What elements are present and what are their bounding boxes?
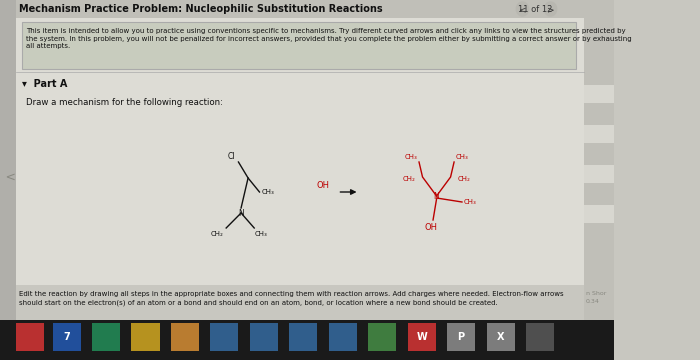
Text: CH₃: CH₃ xyxy=(463,199,477,205)
Bar xyxy=(584,0,614,320)
Text: P: P xyxy=(458,332,465,342)
Bar xyxy=(407,323,435,351)
Bar xyxy=(132,323,160,351)
Text: 11 of 12: 11 of 12 xyxy=(517,5,552,14)
Bar xyxy=(0,0,16,320)
Text: CH₃: CH₃ xyxy=(405,154,417,160)
Text: >: > xyxy=(3,168,13,181)
Text: CH₃: CH₃ xyxy=(261,189,274,195)
Text: OH: OH xyxy=(425,223,438,232)
Bar xyxy=(16,0,584,320)
Text: OH: OH xyxy=(316,180,329,189)
Bar xyxy=(584,205,614,223)
Circle shape xyxy=(517,2,528,16)
Text: ▾  Part A: ▾ Part A xyxy=(22,79,67,89)
Bar xyxy=(92,323,120,351)
Bar xyxy=(447,323,475,351)
Text: CH₂: CH₂ xyxy=(458,176,470,182)
Bar xyxy=(16,323,44,351)
Text: This item is intended to allow you to practice using conventions specific to mec: This item is intended to allow you to pr… xyxy=(27,28,626,34)
Bar xyxy=(250,323,278,351)
Text: CH₃: CH₃ xyxy=(456,154,468,160)
Text: 0.34: 0.34 xyxy=(586,299,599,304)
Bar xyxy=(584,125,614,143)
Bar xyxy=(52,323,80,351)
Text: Edit the reaction by drawing all steps in the appropriate boxes and connecting t: Edit the reaction by drawing all steps i… xyxy=(20,291,564,297)
Bar xyxy=(584,165,614,183)
Bar xyxy=(584,85,614,103)
Text: >: > xyxy=(547,5,554,14)
Bar xyxy=(171,323,199,351)
Text: <: < xyxy=(519,5,526,14)
Bar xyxy=(16,0,584,18)
Text: X: X xyxy=(497,332,504,342)
Text: all attempts.: all attempts. xyxy=(27,43,71,49)
Text: the system. In this problem, you will not be penalized for incorrect answers, pr: the system. In this problem, you will no… xyxy=(27,36,632,41)
Bar xyxy=(486,323,514,351)
Text: CH₂: CH₂ xyxy=(402,176,416,182)
Text: N: N xyxy=(434,192,440,201)
Bar xyxy=(22,22,576,69)
Text: n Shor: n Shor xyxy=(586,291,606,296)
Text: 7: 7 xyxy=(63,332,70,342)
Text: W: W xyxy=(416,332,427,342)
Text: Mechanism Practice Problem: Nucleophilic Substitution Reactions: Mechanism Practice Problem: Nucleophilic… xyxy=(20,4,383,14)
Bar xyxy=(329,323,357,351)
Text: N: N xyxy=(238,209,244,218)
Bar xyxy=(211,323,239,351)
Text: Draw a mechanism for the following reaction:: Draw a mechanism for the following react… xyxy=(27,98,223,107)
Bar xyxy=(368,323,396,351)
Bar xyxy=(16,285,584,320)
Text: Cl: Cl xyxy=(228,152,235,161)
Bar xyxy=(526,323,554,351)
Text: CH₂: CH₂ xyxy=(211,231,223,237)
Circle shape xyxy=(545,2,556,16)
Text: CH₃: CH₃ xyxy=(255,231,268,237)
Text: should start on the electron(s) of an atom or a bond and should end on an atom, : should start on the electron(s) of an at… xyxy=(20,299,498,306)
Bar xyxy=(0,320,614,360)
Bar xyxy=(289,323,317,351)
